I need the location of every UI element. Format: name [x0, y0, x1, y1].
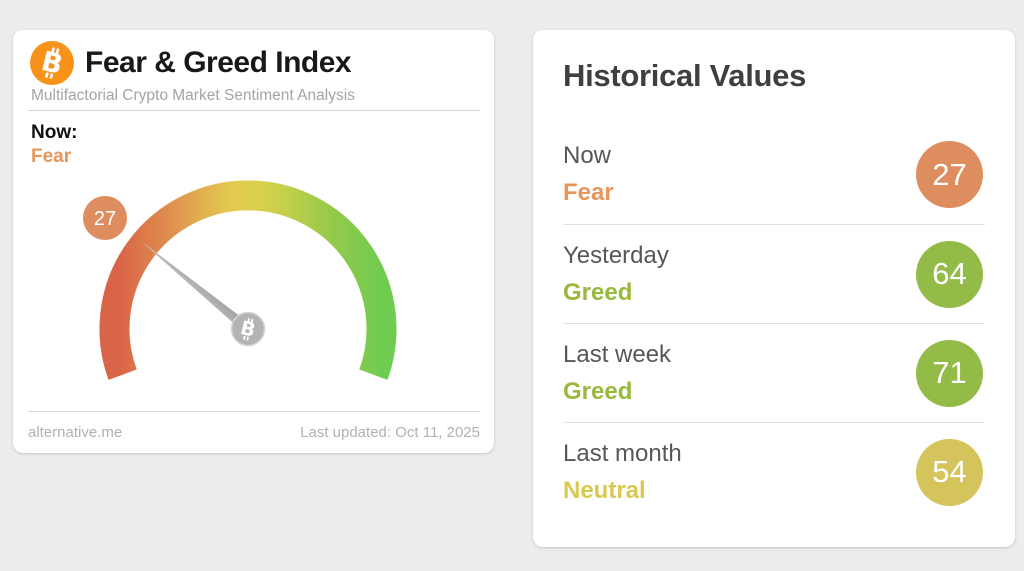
historical-values-card: Historical Values Now Fear 27 Yesterday … — [533, 30, 1015, 547]
historical-rows: Now Fear 27 Yesterday Greed 64 Last week… — [563, 125, 985, 521]
header-divider — [28, 110, 480, 111]
value-badge: 64 — [916, 240, 983, 308]
row-texts: Now Fear — [563, 142, 614, 207]
row-period-label: Last month — [563, 439, 682, 467]
row-period-label: Yesterday — [563, 241, 669, 269]
now-sentiment: Fear — [31, 146, 72, 167]
row-period-label: Last week — [563, 340, 672, 368]
value-badge: 27 — [916, 141, 983, 208]
row-period-label: Now — [563, 142, 612, 169]
gauge-needle — [139, 239, 258, 339]
subtitle: Multifactorial Crypto Market Sentiment A… — [31, 87, 355, 104]
historical-row-yesterday: Yesterday Greed 64 — [563, 224, 985, 323]
row-sentiment: Greed — [563, 377, 633, 405]
card-footer: alternative.me Last updated: Oct 11, 202… — [28, 411, 480, 453]
value-badge: 71 — [916, 339, 983, 407]
bitcoin-icon: B — [30, 41, 74, 85]
last-updated: Last updated: Oct 11, 2025 — [300, 424, 480, 441]
row-texts: Last week Greed — [563, 341, 671, 406]
row-texts: Yesterday Greed — [563, 242, 669, 307]
row-texts: Last month Neutral — [563, 440, 682, 505]
row-sentiment: Greed — [563, 278, 633, 306]
value-badge: 54 — [916, 438, 983, 506]
now-label: Now: — [31, 122, 78, 143]
card-header: B Fear & Greed Index — [30, 41, 352, 85]
historical-row-last-month: Last month Neutral 54 — [563, 422, 985, 521]
page-title: Fear & Greed Index — [85, 46, 352, 79]
svg-text:27: 27 — [94, 208, 116, 230]
gauge-chart: 27 B — [83, 180, 397, 380]
row-sentiment: Fear — [563, 179, 614, 206]
gauge-hub-bitcoin-icon: B — [230, 311, 266, 347]
historical-row-last-week: Last week Greed 71 — [563, 323, 985, 422]
historical-values-title: Historical Values — [563, 58, 807, 93]
historical-row-now: Now Fear 27 — [563, 125, 985, 224]
gauge-value-badge: 27 — [83, 196, 127, 240]
svg-text:B: B — [238, 317, 257, 342]
fear-greed-index-card: B Fear & Greed Index Multifactorial Cryp… — [13, 30, 494, 453]
gauge-arc — [99, 180, 397, 380]
source-link[interactable]: alternative.me — [28, 424, 123, 441]
row-sentiment: Neutral — [563, 476, 646, 504]
